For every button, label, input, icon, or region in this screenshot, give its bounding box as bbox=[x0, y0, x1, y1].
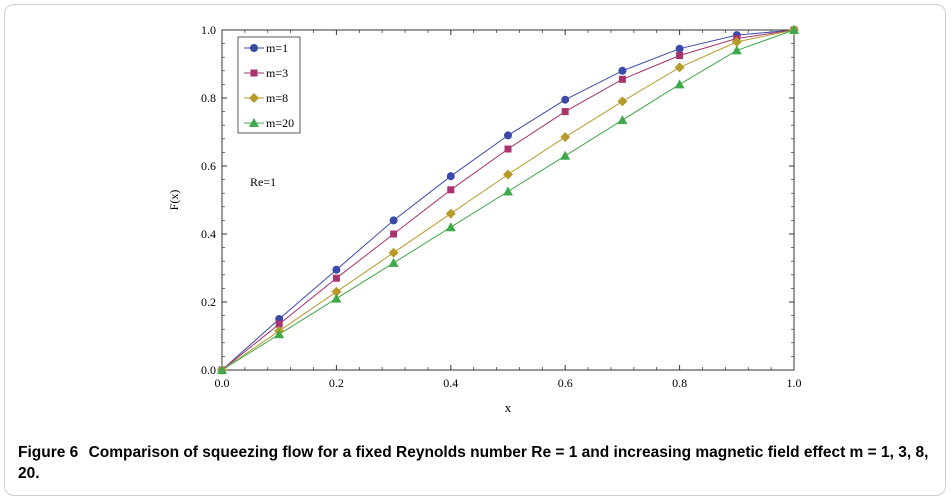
figure-label: Figure 6 bbox=[18, 444, 79, 461]
data-point-m-3 bbox=[618, 75, 626, 83]
data-point-m-3 bbox=[390, 230, 398, 238]
data-point-m-3 bbox=[561, 108, 569, 116]
data-point-m-20 bbox=[388, 257, 399, 267]
data-point-m-3 bbox=[676, 52, 684, 59]
data-point-m-8 bbox=[503, 169, 513, 180]
x-tick-label: 0.2 bbox=[329, 376, 344, 390]
data-point-m-3 bbox=[504, 145, 512, 153]
series-markers bbox=[217, 25, 799, 375]
data-point-m-8 bbox=[331, 286, 342, 297]
x-tick-label: 0.0 bbox=[215, 376, 230, 390]
x-tick-label: 0.4 bbox=[443, 376, 458, 390]
y-tick-label: 0.8 bbox=[201, 91, 216, 105]
data-point-m-1 bbox=[675, 44, 684, 53]
legend-box bbox=[237, 36, 301, 134]
series-line-m-1 bbox=[221, 29, 795, 371]
y-tick-label: 0.4 bbox=[201, 227, 216, 241]
series-line-m-3 bbox=[221, 29, 795, 371]
figure-caption: Figure 6 Comparison of squeezing flow fo… bbox=[18, 442, 943, 484]
legend-marker-m-3 bbox=[250, 69, 258, 77]
y-axis-label: F(x) bbox=[167, 190, 181, 211]
data-point-m-1 bbox=[618, 66, 627, 75]
data-point-m-8 bbox=[388, 247, 399, 258]
line-chart: 0.0 0.2 0.4 0.6 0.8 1.0 0.0 0.2 0.4 0.6 0.8 1.0 m=1… bbox=[167, 23, 802, 415]
data-point-m-20 bbox=[274, 329, 285, 339]
data-point-m-20 bbox=[331, 293, 342, 303]
y-tick-label: 0.0 bbox=[201, 363, 216, 377]
data-point-m-20 bbox=[560, 150, 571, 160]
figure-frame bbox=[4, 4, 946, 496]
legend-label-m-3: m=3 bbox=[266, 66, 288, 80]
legend-label-m-8: m=8 bbox=[266, 91, 288, 105]
series-line-m-8 bbox=[221, 29, 795, 371]
data-point-m-3 bbox=[332, 274, 340, 282]
legend-marker-m-20 bbox=[249, 118, 259, 127]
legend-marker-m-8 bbox=[249, 93, 259, 103]
data-point-m-3 bbox=[275, 320, 283, 328]
series-lines bbox=[221, 29, 795, 371]
data-point-m-3 bbox=[447, 186, 455, 194]
data-point-m-1 bbox=[389, 216, 398, 225]
x-tick-label: 1.0 bbox=[787, 376, 802, 390]
x-tick-label: 0.6 bbox=[558, 376, 573, 390]
figure-caption-text: Comparison of squeezing flow for a fixed… bbox=[18, 444, 929, 482]
x-tick-label: 0.8 bbox=[672, 376, 687, 390]
legend-label-m-20: m=20 bbox=[266, 116, 294, 130]
data-point-m-1 bbox=[446, 172, 455, 181]
data-point-m-8 bbox=[560, 132, 571, 143]
data-point-m-8 bbox=[674, 62, 685, 73]
data-point-m-20 bbox=[217, 365, 227, 374]
y-tick-label: 1.0 bbox=[201, 23, 216, 37]
legend-marker-m-1 bbox=[250, 44, 258, 52]
data-point-m-1 bbox=[504, 131, 512, 140]
data-point-m-8 bbox=[445, 208, 456, 219]
data-point-m-20 bbox=[445, 222, 456, 232]
data-point-m-8 bbox=[731, 36, 742, 47]
legend-label-m-1: m=1 bbox=[266, 41, 288, 55]
data-point-m-1 bbox=[332, 265, 341, 274]
plot-area bbox=[221, 29, 795, 371]
x-axis-label: x bbox=[505, 400, 512, 415]
y-tick-label: 0.2 bbox=[201, 295, 216, 309]
reynolds-annotation: Re=1 bbox=[250, 175, 276, 189]
data-point-m-20 bbox=[789, 25, 799, 34]
data-point-m-1 bbox=[561, 95, 570, 104]
data-point-m-20 bbox=[674, 79, 685, 89]
data-point-m-20 bbox=[731, 45, 742, 55]
series-line-m-20 bbox=[221, 29, 795, 371]
y-tick-label: 0.6 bbox=[201, 159, 216, 173]
data-point-m-20 bbox=[617, 115, 628, 125]
data-point-m-20 bbox=[503, 186, 513, 196]
data-point-m-8 bbox=[617, 96, 628, 107]
legend: m=1 m=3 m=8 m=20 bbox=[237, 36, 301, 134]
axis-ticks: 0.0 0.2 0.4 0.6 0.8 1.0 0.0 0.2 0.4 0.6 0.8 1.0 bbox=[201, 23, 802, 390]
